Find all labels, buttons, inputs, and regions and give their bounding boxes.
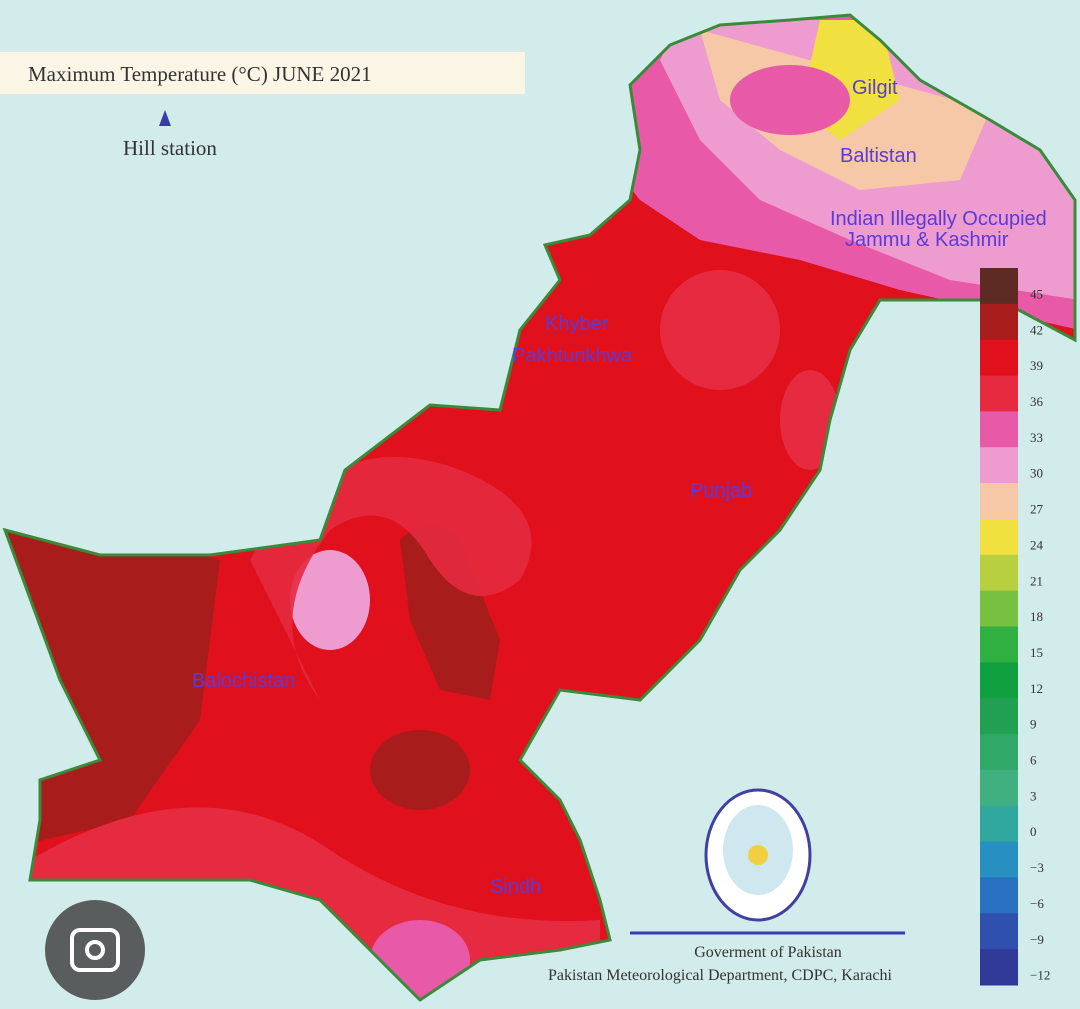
scale-band — [980, 626, 1018, 663]
scale-label: 30 — [1030, 466, 1043, 481]
region-label: Baltistan — [840, 145, 917, 167]
scale-label: −3 — [1030, 860, 1044, 875]
scale-label: 3 — [1030, 788, 1037, 803]
scale-band — [980, 375, 1018, 412]
scale-band — [980, 949, 1018, 986]
scale-band — [980, 447, 1018, 484]
scale-band — [980, 268, 1018, 305]
scale-band — [980, 411, 1018, 448]
scale-band — [980, 805, 1018, 843]
region-label: Jammu & Kashmir — [845, 229, 1009, 251]
scale-label: 0 — [1030, 824, 1037, 839]
border — [2, 13, 1077, 1002]
scale-label: 36 — [1030, 394, 1044, 409]
scale-band — [980, 877, 1018, 914]
region-label: Khyber — [545, 313, 609, 335]
title-box — [0, 52, 525, 94]
scale-label: −12 — [1030, 968, 1050, 983]
scale-label: 12 — [1030, 681, 1043, 696]
scale-label: −6 — [1030, 896, 1044, 911]
scale-label: −9 — [1030, 932, 1044, 947]
footer-line: Pakistan Meteorological Department, CDPC… — [548, 967, 892, 984]
scale-band — [980, 698, 1018, 735]
scale-band — [980, 339, 1018, 377]
scale-band — [980, 303, 1018, 341]
scale-label: 18 — [1030, 609, 1043, 624]
scale-band — [980, 554, 1018, 592]
scale-label: 42 — [1030, 322, 1043, 337]
footer-line: Goverment of Pakistan — [694, 944, 842, 961]
scale-label: 45 — [1030, 286, 1043, 301]
scale-band — [980, 662, 1018, 699]
region-label: Pakhtunkhwa — [512, 345, 633, 367]
region-label: Punjab — [690, 480, 752, 502]
lens-button[interactable] — [45, 900, 145, 1000]
logo — [704, 788, 812, 922]
scale-label: 9 — [1030, 717, 1037, 732]
region-label: Indian Illegally Occupied — [830, 208, 1047, 230]
scale-label: 21 — [1030, 573, 1043, 588]
region-label: Sindh — [490, 876, 541, 898]
scale-label: 27 — [1030, 502, 1044, 517]
scale-label: 24 — [1030, 537, 1044, 552]
scale-band — [980, 518, 1018, 556]
region-label: Gilgit — [852, 77, 898, 99]
marker-legend: Hill station — [123, 136, 217, 160]
title: Maximum Temperature (°C) JUNE 2021 — [28, 62, 372, 86]
scale-band — [980, 483, 1018, 520]
scale-band — [980, 913, 1018, 950]
region-label: Balochistan — [192, 670, 295, 692]
scale-band — [980, 590, 1018, 627]
scale-band — [980, 769, 1018, 807]
scale-label: 39 — [1030, 358, 1043, 373]
scale-label: 6 — [1030, 753, 1037, 768]
scale-label: 15 — [1030, 645, 1043, 660]
lens-icon — [70, 928, 120, 972]
scale-band — [980, 841, 1018, 878]
hill-icon — [159, 110, 171, 126]
scale-label: 33 — [1030, 430, 1043, 445]
lens-icon — [85, 940, 105, 960]
scale-band — [980, 734, 1018, 771]
